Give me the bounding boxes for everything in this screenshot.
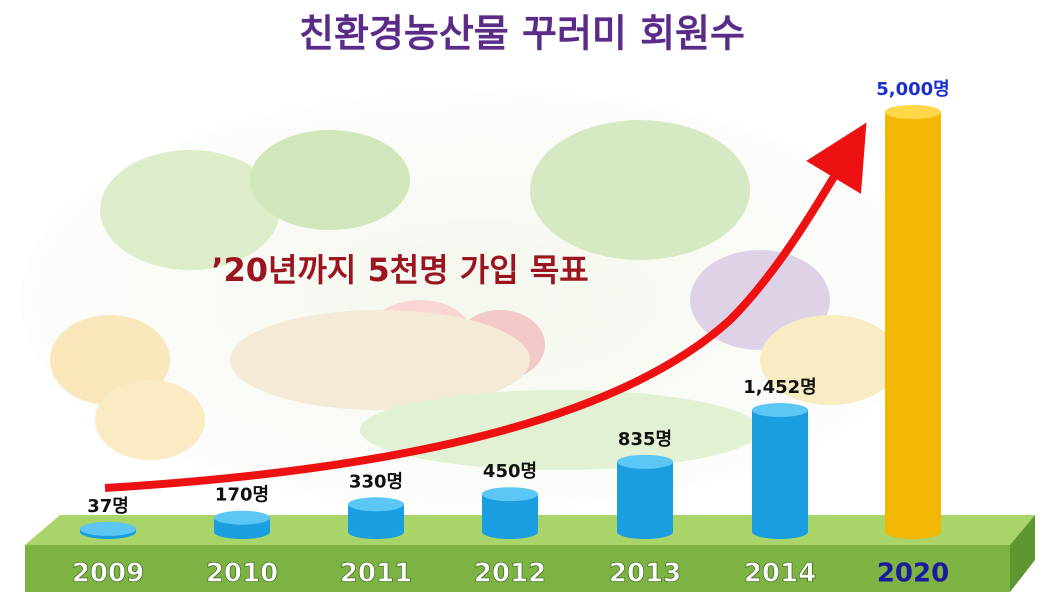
bar-top bbox=[885, 105, 941, 119]
value-label: 330명 bbox=[349, 471, 403, 492]
bar bbox=[617, 461, 673, 532]
bar bbox=[885, 112, 941, 532]
x-tick-label: 2012 bbox=[474, 559, 546, 589]
background-produce bbox=[20, 90, 940, 510]
value-label: 5,000명 bbox=[876, 79, 950, 100]
bar-top bbox=[617, 454, 673, 469]
bar-top bbox=[752, 403, 808, 418]
value-label: 1,452명 bbox=[743, 377, 817, 398]
bar bbox=[752, 410, 808, 532]
x-tick-label: 2013 bbox=[609, 559, 681, 589]
x-tick-label: 2011 bbox=[340, 559, 412, 589]
x-tick-label: 2009 bbox=[72, 559, 144, 589]
bar-top bbox=[348, 497, 404, 512]
x-tick-label: 2014 bbox=[744, 559, 816, 589]
x-tick-label: 2010 bbox=[206, 559, 278, 589]
bar-top bbox=[80, 521, 136, 536]
annotation: ’20년까지 5천명 가입 목표 bbox=[211, 251, 588, 289]
value-label: 170명 bbox=[215, 485, 269, 506]
x-tick-label: 2020 bbox=[877, 559, 949, 589]
value-label: 37명 bbox=[87, 496, 129, 517]
value-label: 835명 bbox=[618, 429, 672, 450]
bar-top bbox=[482, 487, 538, 502]
bar-top bbox=[214, 510, 270, 525]
chart-title: 친환경농산물 꾸러미 회원수 bbox=[299, 12, 745, 56]
value-label: 450명 bbox=[483, 461, 537, 482]
trend-arrow bbox=[104, 122, 867, 492]
